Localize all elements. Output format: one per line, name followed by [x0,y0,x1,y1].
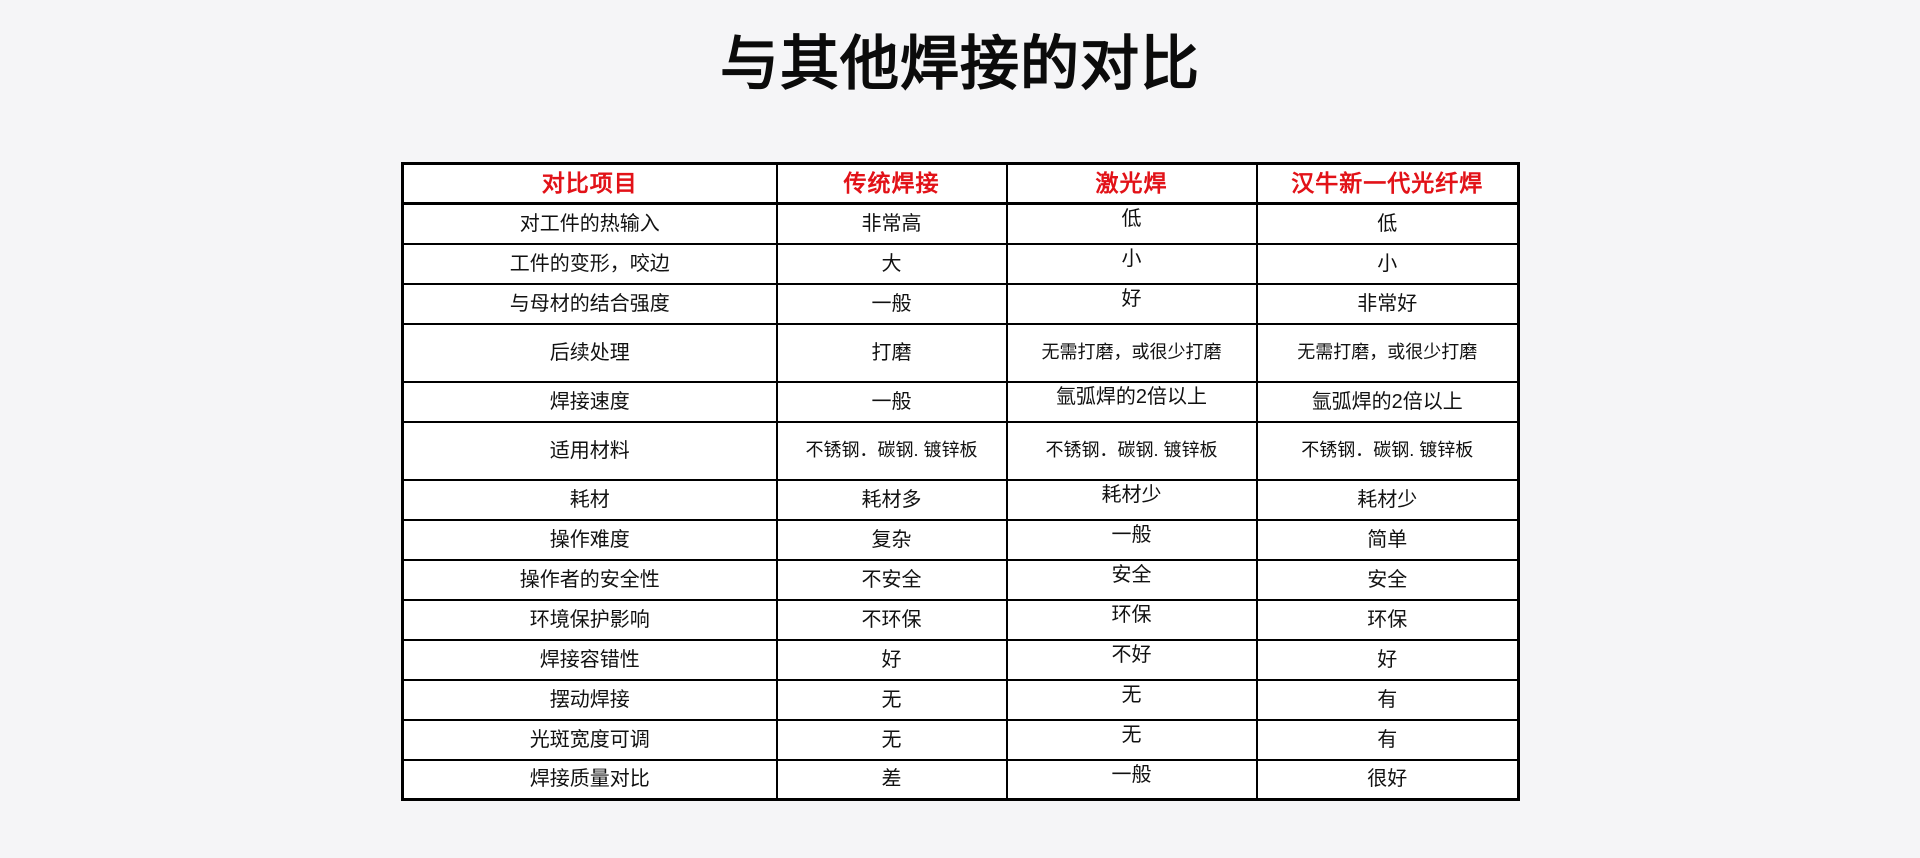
column-header-traditional: 传统焊接 [775,162,1008,205]
table-body: 对工件的热输入 非常高低低工件的变形，咬边大小小与母材的结合强度 一般好非常好 后续处… [401,202,1520,801]
cell-traditional: 好 [775,638,1008,681]
cell-laser: 耗材少 [1005,478,1258,521]
cell-hanniu: 很好 [1255,758,1520,801]
cell-traditional: 一般 [775,380,1008,423]
cell-hanniu: 氩弧焊的2倍以上 [1255,380,1520,423]
cell-traditional: 打磨 [775,322,1008,383]
cell-laser: 一般 [1005,518,1258,561]
cell-hanniu: 小 [1255,242,1520,285]
cell-laser: 不锈钢．碳钢. 镀锌板 [1005,420,1258,481]
cell-item: 焊接质量对比 [401,758,778,801]
cell-item: 摆动焊接 [401,678,778,721]
table-row: 焊接容错性好不好好 [401,638,1520,681]
cell-hanniu: 环保 [1255,598,1520,641]
table-row: 对工件的热输入 非常高低低 [401,202,1520,245]
cell-laser: 氩弧焊的2倍以上 [1005,380,1258,423]
cell-item: 与母材的结合强度 [401,282,778,325]
page-title: 与其他焊接的对比 [719,31,1200,97]
cell-traditional: 复杂 [775,518,1008,561]
cell-hanniu: 耗材少 [1255,478,1520,521]
cell-item: 操作难度 [401,518,778,561]
comparison-table: 对比项目 传统焊接 激光焊 汉牛新一代光纤焊 对工件的热输入 非常高低低工件的变形… [401,162,1520,801]
cell-traditional: 一般 [775,282,1008,325]
cell-traditional: 不安全 [775,558,1008,601]
cell-item: 焊接容错性 [401,638,778,681]
table-row: 操作难度 复杂 一般 简单 [401,518,1520,561]
cell-hanniu: 有 [1255,678,1520,721]
table-row: 操作者的安全性 不安全 安全 安全 [401,558,1520,601]
cell-laser: 安全 [1005,558,1258,601]
cell-traditional: 非常高 [775,202,1008,245]
cell-traditional: 无 [775,718,1008,761]
table-row: 焊接速度 一般 氩弧焊的2倍以上 氩弧焊的2倍以上 [401,380,1520,423]
table-row: 工件的变形，咬边大小小 [401,242,1520,285]
comparison-table-container: 对比项目 传统焊接 激光焊 汉牛新一代光纤焊 对工件的热输入 非常高低低工件的变形… [401,162,1520,801]
cell-item: 光斑宽度可调 [401,718,778,761]
cell-laser: 不好 [1005,638,1258,681]
cell-hanniu: 低 [1255,202,1520,245]
cell-traditional: 无 [775,678,1008,721]
cell-item: 工件的变形，咬边 [401,242,778,285]
column-header-laser: 激光焊 [1005,162,1258,205]
cell-hanniu: 简单 [1255,518,1520,561]
cell-item: 对工件的热输入 [401,202,778,245]
cell-item: 环境保护影响 [401,598,778,641]
cell-hanniu: 非常好 [1255,282,1520,325]
cell-hanniu: 不锈钢．碳钢. 镀锌板 [1255,420,1520,481]
cell-laser: 小 [1005,242,1258,285]
cell-item: 耗材 [401,478,778,521]
table-row: 环境保护影响 不环保 环保 环保 [401,598,1520,641]
cell-laser: 无 [1005,718,1258,761]
cell-item: 操作者的安全性 [401,558,778,601]
table-row: 适用材料 不锈钢．碳钢. 镀锌板 不锈钢．碳钢. 镀锌板 不锈钢．碳钢. 镀锌板 [401,420,1520,481]
cell-laser: 无需打磨，或很少打磨 [1005,322,1258,383]
cell-traditional: 不锈钢．碳钢. 镀锌板 [775,420,1008,481]
table-row: 耗材 耗材多 耗材少 耗材少 [401,478,1520,521]
column-header-hanniu: 汉牛新一代光纤焊 [1255,162,1520,205]
column-header-item: 对比项目 [401,162,778,205]
cell-item: 适用材料 [401,420,778,481]
cell-item: 焊接速度 [401,380,778,423]
cell-traditional: 不环保 [775,598,1008,641]
table-row: 光斑宽度可调无无有 [401,718,1520,761]
cell-laser: 低 [1005,202,1258,245]
table-row: 焊接质量对比差一般 很好 [401,758,1520,801]
cell-hanniu: 有 [1255,718,1520,761]
table-header-row: 对比项目 传统焊接 激光焊 汉牛新一代光纤焊 [401,162,1520,205]
cell-item: 后续处理 [401,322,778,383]
cell-traditional: 大 [775,242,1008,285]
table-row: 与母材的结合强度 一般好非常好 [401,282,1520,325]
cell-laser: 无 [1005,678,1258,721]
cell-traditional: 耗材多 [775,478,1008,521]
table-row: 摆动焊接无无有 [401,678,1520,721]
cell-hanniu: 无需打磨，或很少打磨 [1255,322,1520,383]
cell-hanniu: 好 [1255,638,1520,681]
table-header: 对比项目 传统焊接 激光焊 汉牛新一代光纤焊 [401,162,1520,205]
cell-hanniu: 安全 [1255,558,1520,601]
cell-laser: 一般 [1005,758,1258,801]
table-row: 后续处理 打磨 无需打磨，或很少打磨 无需打磨，或很少打磨 [401,322,1520,383]
cell-traditional: 差 [775,758,1008,801]
cell-laser: 环保 [1005,598,1258,641]
cell-laser: 好 [1005,282,1258,325]
